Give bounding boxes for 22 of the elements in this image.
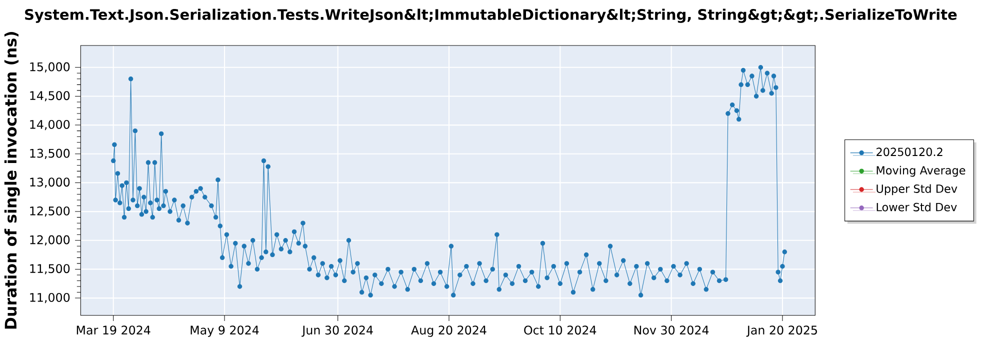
x-tick-label: Oct 10 2024: [524, 326, 596, 335]
legend-label: Upper Std Dev: [876, 184, 958, 196]
y-tick-label: 14,000: [30, 120, 70, 130]
y-tick-label: 11,000: [30, 292, 70, 304]
legend-label: 20250120.2: [876, 148, 942, 156]
x-tick-label: May 9 2024: [190, 326, 259, 337]
y-tick-label: 12,500: [30, 206, 70, 217]
x-tick-label: Jun 30 2024: [302, 326, 373, 337]
y-tick-label: 14,500: [30, 91, 70, 102]
chart-title: System.Text.Json.Serialization.Tests.WriteJson&lt;ImmutableDictionary&lt;String, String&gt;&gt;.SerializeToWrite: [25, 8, 957, 23]
legend-label: Lower Std Dev: [876, 202, 957, 212]
x-tick-label: Nov 30 2024: [634, 326, 709, 335]
y-axis-title: Duration of single invocation (ns): [4, 32, 20, 329]
y-tick-label: 13,000: [30, 178, 70, 188]
y-tick-label: 13,500: [30, 148, 70, 159]
y-tick-label: 11,500: [30, 264, 70, 274]
x-tick-label: Aug 20 2024: [411, 326, 486, 337]
x-tick-label: Mar 19 2024: [76, 326, 150, 335]
x-tick-label: Jan 20 2025: [746, 326, 817, 337]
y-tick-label: 12,000: [30, 235, 70, 246]
legend-label: Moving Average: [876, 166, 966, 177]
y-tick-label: 15,000: [30, 62, 70, 72]
